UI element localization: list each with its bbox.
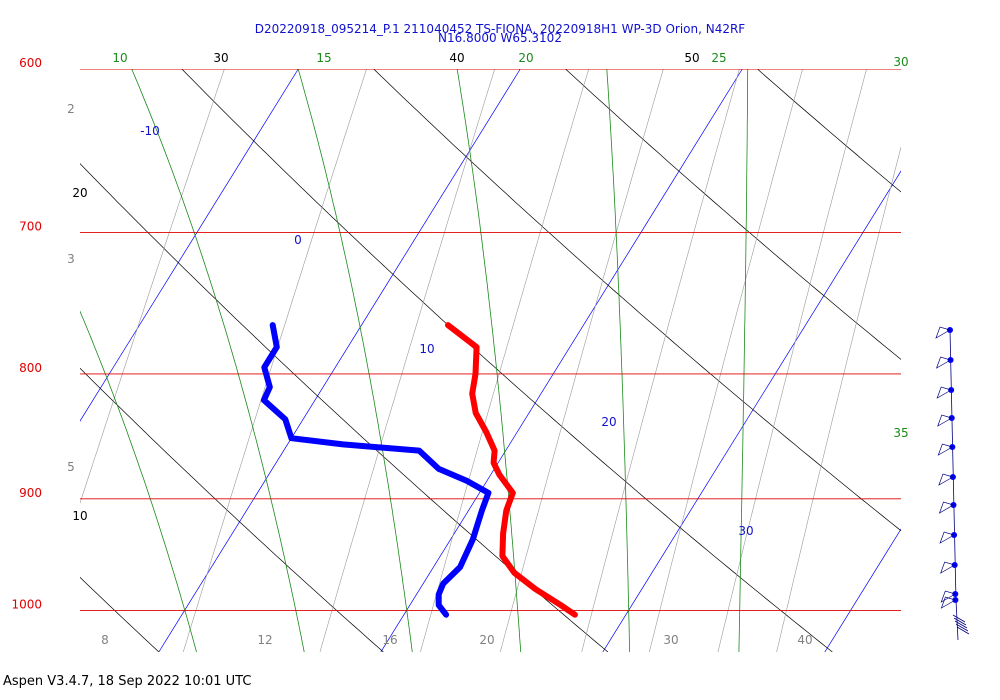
sounding-profiles	[260, 322, 578, 618]
isotherm-label: 30	[738, 524, 753, 538]
bottom-temperature-label: 30	[663, 633, 678, 647]
moist-adiabat-label: 10	[112, 51, 127, 65]
moist-adiabat-label: 25	[711, 51, 726, 65]
dry-adiabat-line	[80, 367, 384, 652]
isobar-label: 600	[19, 56, 42, 70]
moist-adiabat-line	[297, 69, 413, 652]
isotherm-label: -10	[140, 124, 160, 138]
isobar-label: 1000	[11, 597, 42, 611]
moist-adiabat-line	[738, 69, 749, 652]
wind-barb	[940, 596, 957, 609]
isotherm-label: 20	[601, 415, 616, 429]
temperature-profile	[445, 322, 578, 618]
chart-title: D20220918_095214_P.1 211040452 TS-FIONA,…	[255, 22, 746, 36]
chart-subtitle: N16.8000 W65.3102	[438, 31, 562, 45]
dewpoint-profile	[260, 322, 492, 618]
wind-barb	[935, 356, 952, 369]
isotherm-line	[380, 69, 743, 652]
isobar-label: 700	[19, 219, 42, 233]
wind-barb	[936, 386, 953, 399]
bottom-temperature-label: 20	[479, 633, 494, 647]
bottom-temperature-label: 8	[101, 633, 109, 647]
dry-adiabat-label: 30	[213, 51, 228, 65]
isobar-label: 900	[19, 486, 42, 500]
wind-barbs	[935, 326, 970, 641]
wind-barb-flag	[953, 617, 967, 626]
mixing-ratio-label: 2	[67, 102, 75, 116]
wind-barb	[937, 414, 953, 427]
isotherm-line	[80, 69, 299, 422]
bottom-temperature-label: 40	[797, 633, 812, 647]
dry-adiabat-label: 40	[449, 51, 464, 65]
moist-adiabat-label: 15	[316, 51, 331, 65]
bottom-temperature-label: 12	[257, 633, 272, 647]
dry-adiabat-label: 50	[684, 51, 699, 65]
moist-adiabat-label: 20	[518, 51, 533, 65]
moist-adiabat-line	[131, 69, 305, 652]
wind-barb	[938, 501, 955, 514]
mixing-ratio-line	[80, 69, 225, 505]
wind-barb-flag	[955, 623, 969, 632]
mixing-ratio-line	[581, 69, 740, 652]
moist-adiabat-line	[606, 69, 630, 652]
mixing-ratio-line	[420, 69, 589, 652]
dry-adiabat-line	[757, 69, 901, 193]
wind-barb-flag	[952, 614, 966, 623]
mixing-ratio-line	[717, 69, 867, 652]
wind-barb	[937, 443, 954, 456]
mixing-ratio-line	[319, 69, 495, 652]
mixing-ratio-line	[182, 69, 367, 652]
dry-adiabat-line	[373, 69, 901, 532]
mixing-ratio-line	[776, 146, 901, 652]
moist-adiabat-line	[80, 310, 197, 652]
isotherm-line	[158, 69, 521, 652]
bottom-temperature-label: 16	[382, 633, 397, 647]
wind-barb	[940, 561, 956, 574]
dry-adiabat-label: 10	[72, 509, 87, 523]
mixing-ratio-label: 5	[67, 460, 75, 474]
grid-labels: 600 700 800 900 1000 8 12 16 20 30 40 -10 0 10 20 30 10 2…	[11, 51, 908, 647]
isotherm-label: 10	[419, 342, 434, 356]
dry-adiabat-line	[565, 69, 901, 360]
grid-lines	[80, 69, 901, 652]
footer-version: Aspen V3.4.7, 18 Sep 2022 10:01 UTC	[3, 674, 252, 689]
isobar-label: 800	[19, 361, 42, 375]
wind-barb	[938, 473, 954, 486]
wind-barb-flag	[954, 620, 968, 629]
mixing-ratio-line	[499, 69, 664, 652]
moist-adiabat-label: 35	[893, 426, 908, 440]
wind-barb	[935, 326, 951, 339]
dry-adiabat-label: 20	[72, 186, 87, 200]
dry-adiabat-line	[80, 163, 609, 652]
mixing-ratio-label: 3	[67, 252, 75, 266]
isotherm-line	[824, 528, 901, 652]
isotherm-line	[602, 170, 901, 652]
wind-barb-flag	[956, 626, 970, 635]
moist-adiabat-label: 30	[893, 55, 908, 69]
isotherm-label: 0	[294, 233, 302, 247]
wind-barb	[939, 531, 955, 544]
mixing-ratio-line	[649, 69, 803, 652]
